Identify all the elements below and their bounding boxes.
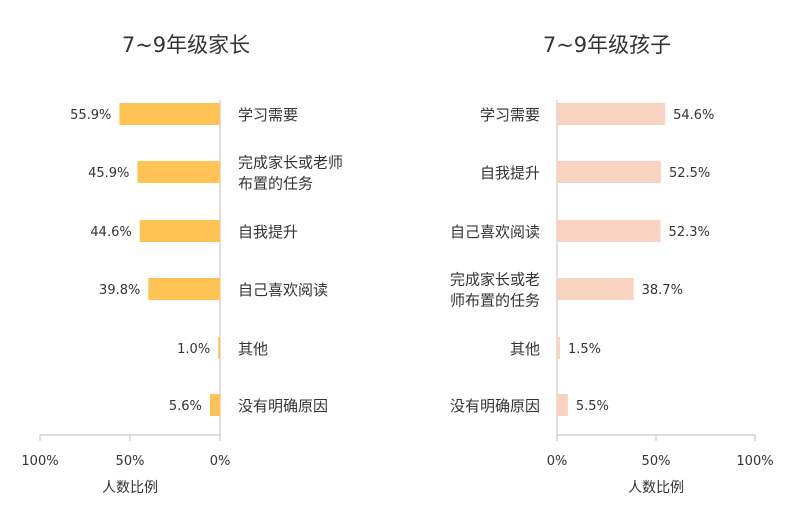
right-tick-label: 0% — [547, 454, 568, 469]
left-category-label: 其他 — [238, 340, 268, 358]
right-value-label: 52.5% — [669, 166, 710, 181]
left-tick-label: 50% — [116, 454, 145, 469]
left-x-axis-label: 人数比例 — [102, 480, 158, 496]
right-tick-label: 100% — [736, 454, 773, 469]
right-tick-label: 50% — [642, 454, 671, 469]
right-bar — [557, 220, 661, 242]
left-bar — [209, 394, 220, 416]
right-category-label: 学习需要 — [480, 106, 540, 124]
right-value-label: 5.5% — [576, 399, 609, 414]
right-category-label: 师布置的任务 — [450, 292, 540, 310]
right-bar — [557, 103, 666, 125]
right-bar — [557, 394, 568, 416]
right-value-label: 38.7% — [642, 283, 683, 298]
left-tick-label: 100% — [21, 454, 58, 469]
left-tick-label: 0% — [210, 454, 231, 469]
left-bar — [148, 278, 220, 300]
left-value-label: 1.0% — [177, 342, 210, 357]
right-chart-title: 7~9年级孩子 — [543, 33, 671, 57]
right-bar — [557, 278, 634, 300]
right-bar — [557, 161, 661, 183]
left-bar — [139, 220, 220, 242]
right-category-label: 没有明确原因 — [450, 397, 540, 415]
left-category-label: 自我提升 — [238, 223, 298, 241]
left-value-label: 44.6% — [90, 225, 131, 240]
right-category-label: 自己喜欢阅读 — [450, 223, 540, 241]
left-category-label: 完成家长或老师 — [238, 154, 343, 172]
left-chart-title: 7~9年级家长 — [122, 33, 250, 57]
left-bar — [137, 161, 220, 183]
left-value-label: 39.8% — [99, 283, 140, 298]
left-value-label: 5.6% — [169, 399, 202, 414]
right-category-label: 完成家长或老 — [450, 271, 540, 289]
left-bar — [119, 103, 220, 125]
left-category-label: 学习需要 — [238, 106, 298, 124]
right-value-label: 52.3% — [669, 225, 710, 240]
left-bar — [218, 337, 220, 359]
left-category-label: 没有明确原因 — [238, 397, 328, 415]
right-bar — [557, 337, 560, 359]
right-category-label: 其他 — [510, 340, 540, 358]
left-value-label: 45.9% — [88, 166, 129, 181]
left-value-label: 55.9% — [70, 108, 111, 123]
right-value-label: 1.5% — [568, 342, 601, 357]
left-category-label: 自己喜欢阅读 — [238, 281, 328, 299]
right-x-axis-label: 人数比例 — [628, 480, 684, 496]
right-value-label: 54.6% — [673, 108, 714, 123]
right-category-label: 自我提升 — [480, 164, 540, 182]
left-category-label: 布置的任务 — [238, 175, 313, 193]
